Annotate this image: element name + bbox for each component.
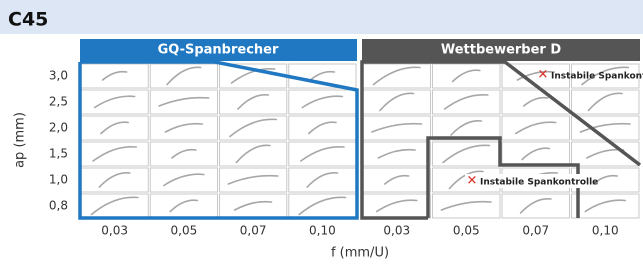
title: C45 <box>8 9 48 31</box>
panel-header: GQ-Spanbrecher <box>158 43 279 58</box>
cell <box>220 142 287 166</box>
page: C45 GQ-Spanbrecher Wettbewerber D ✕ Inst… <box>0 0 643 266</box>
cell <box>363 194 431 218</box>
cell <box>150 194 217 218</box>
cell <box>150 90 217 114</box>
y-tick-label: 1,5 <box>49 147 68 161</box>
cell <box>81 142 148 166</box>
cell <box>150 142 217 166</box>
cell <box>220 168 287 192</box>
cell <box>81 116 148 140</box>
y-axis-label: ap (mm) <box>13 112 28 168</box>
cross-icon: ✕ <box>538 68 549 83</box>
annotation-text: Instabile Spankontrolle <box>480 178 598 188</box>
cell <box>502 142 570 166</box>
x-tick-label: 0,10 <box>309 224 336 238</box>
y-tick-label: 2,0 <box>49 121 68 135</box>
y-tick-label: 1,0 <box>49 173 68 187</box>
cell <box>289 90 356 114</box>
cell <box>433 194 501 218</box>
cell <box>363 90 431 114</box>
x-axis-label: f (mm/U) <box>331 246 389 261</box>
cell <box>572 142 640 166</box>
x-tick-label: 0,05 <box>453 224 480 238</box>
cell <box>363 168 431 192</box>
x-tick-label: 0,10 <box>592 224 619 238</box>
annotation: ✕ Instabile Spankontrolle <box>465 174 598 189</box>
cell <box>81 90 148 114</box>
x-tick-label: 0,07 <box>522 224 549 238</box>
cell <box>220 90 287 114</box>
cross-icon: ✕ <box>467 174 478 189</box>
cell <box>81 168 148 192</box>
x-tick-label: 0,05 <box>171 224 198 238</box>
y-tick-label: 0,8 <box>49 199 68 213</box>
cell <box>289 168 356 192</box>
cell <box>572 194 640 218</box>
cell <box>289 142 356 166</box>
cell <box>150 64 217 88</box>
cell <box>502 194 570 218</box>
x-tick-label: 0,03 <box>383 224 410 238</box>
cell <box>289 116 356 140</box>
cell <box>220 194 287 218</box>
cell <box>363 142 431 166</box>
y-tick-label: 2,5 <box>49 95 68 109</box>
annotation-text: Instabile Spankontrolle <box>551 72 643 82</box>
panel-header: Wettbewerber D <box>441 43 562 58</box>
cell-grid <box>81 64 639 218</box>
cell <box>572 90 640 114</box>
cell <box>433 64 501 88</box>
cell <box>220 64 287 88</box>
title-bar <box>0 0 643 34</box>
cell <box>502 116 570 140</box>
x-tick-label: 0,07 <box>240 224 267 238</box>
cell <box>81 64 148 88</box>
x-tick-label: 0,03 <box>101 224 128 238</box>
cell <box>363 116 431 140</box>
y-tick-label: 3,0 <box>49 69 68 83</box>
cell <box>433 90 501 114</box>
cell <box>150 168 217 192</box>
cell <box>150 116 217 140</box>
